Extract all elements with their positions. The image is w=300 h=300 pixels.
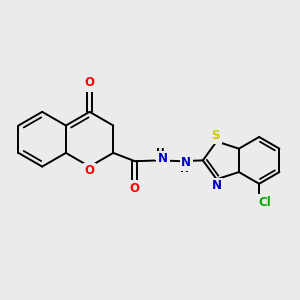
Text: S: S xyxy=(212,129,220,142)
Text: Cl: Cl xyxy=(259,196,271,208)
Text: H: H xyxy=(156,148,165,158)
Text: N: N xyxy=(181,156,191,170)
Text: O: O xyxy=(85,76,94,89)
Text: O: O xyxy=(85,164,94,177)
Text: H: H xyxy=(180,164,189,174)
Text: N: N xyxy=(158,152,168,165)
Text: N: N xyxy=(212,179,222,192)
Text: O: O xyxy=(130,182,140,195)
